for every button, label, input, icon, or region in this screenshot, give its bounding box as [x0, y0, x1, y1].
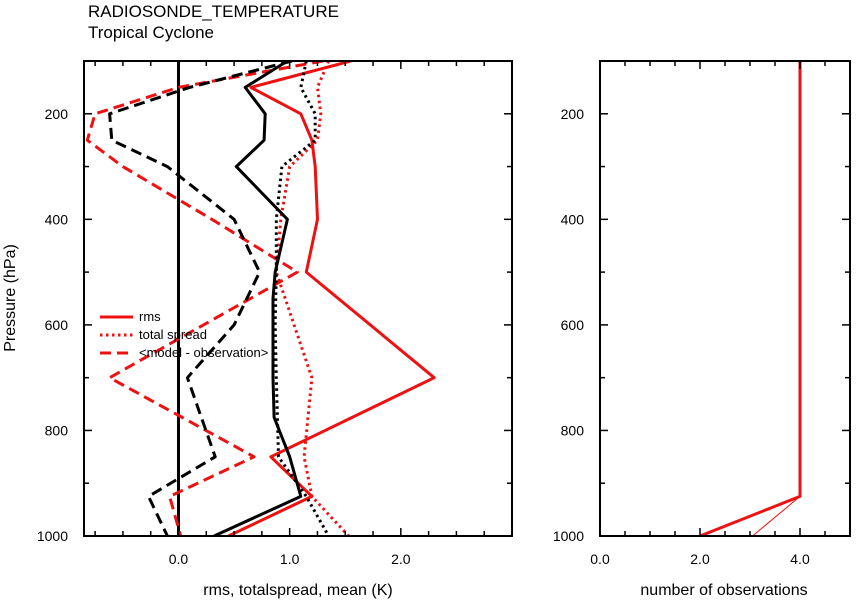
left-x-axis-label: rms, totalspread, mean (K) — [203, 582, 392, 599]
left-y-tick-label: 400 — [45, 211, 69, 227]
right-x-tick-label: 2.0 — [690, 551, 710, 567]
right-series-line-0 — [699, 61, 802, 536]
legend: rms total spread <model - observation> — [100, 309, 268, 360]
left-ticks: 200 400 600 800 1000 0.0 1.0 2.0 — [37, 60, 513, 567]
chart-subtitle: Tropical Cyclone — [88, 23, 214, 42]
right-y-tick-label: 1000 — [553, 528, 584, 544]
right-x-tick-label: 0.0 — [590, 551, 610, 567]
right-series-line-1 — [752, 496, 801, 536]
left-series-line-0 — [227, 61, 436, 536]
right-plot-frame — [599, 60, 851, 537]
right-panel: 200 400 600 800 1000 0.0 2.0 4.0 number of obse… — [553, 60, 851, 599]
y-axis-label: Pressure (hPa) — [2, 244, 19, 352]
right-x-axis-label: number of observations — [640, 582, 807, 599]
left-panel: 200 400 600 800 1000 0.0 1.0 2.0 Pressure (hPa)… — [2, 60, 513, 599]
right-y-tick-label: 400 — [561, 211, 585, 227]
legend-label: rms — [139, 309, 161, 324]
left-y-tick-label: 200 — [45, 106, 69, 122]
left-plot-frame — [83, 60, 513, 537]
left-series-line-5 — [108, 61, 293, 536]
right-y-tick-label: 200 — [561, 106, 585, 122]
left-series-line-3 — [213, 61, 303, 536]
right-ticks: 200 400 600 800 1000 0.0 2.0 4.0 — [553, 60, 851, 567]
right-y-tick-label: 800 — [561, 422, 585, 438]
left-y-tick-label: 800 — [45, 422, 69, 438]
right-y-tick-label: 600 — [561, 317, 585, 333]
chart-title: RADIOSONDE_TEMPERATURE — [88, 2, 339, 21]
left-x-tick-label: 0.0 — [169, 551, 189, 567]
legend-label: total spread — [139, 327, 207, 342]
left-x-tick-label: 2.0 — [391, 551, 411, 567]
left-y-tick-label: 600 — [45, 317, 69, 333]
left-x-tick-label: 1.0 — [280, 551, 300, 567]
right-series-group — [699, 61, 802, 536]
left-series-line-2 — [85, 61, 324, 536]
left-series-line-4 — [273, 61, 330, 536]
legend-label: <model - observation> — [139, 345, 268, 360]
left-y-tick-label: 1000 — [37, 528, 68, 544]
right-x-tick-label: 4.0 — [790, 551, 810, 567]
left-series-group — [85, 61, 436, 536]
